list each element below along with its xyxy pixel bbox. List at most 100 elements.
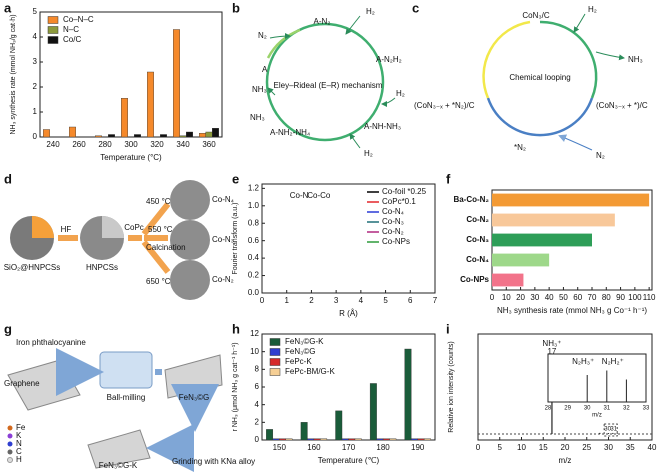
legend-dot [7, 433, 13, 439]
y-axis-label: Fourier transform (a.u.) [232, 203, 239, 275]
bar [279, 438, 286, 441]
node-label: Calcination [146, 243, 186, 252]
legend-label: FePc-K [285, 357, 312, 366]
node-label: H₂ [396, 89, 405, 98]
x-axis-label: Temperature (℃) [318, 456, 380, 465]
legend-label: Co-foil *0.25 [382, 187, 427, 196]
annotation: N₂H₃⁺ [572, 357, 594, 366]
x-tick-label: 190 [411, 443, 425, 452]
annotation: NH₃⁺ [542, 339, 561, 348]
bar [492, 193, 650, 207]
inset-tick-label: 30 [584, 406, 591, 412]
node-label: A-NH-NH₃ [364, 122, 401, 131]
node-label: Ball-milling [107, 393, 146, 402]
x-tick-label: 3 [334, 296, 339, 305]
legend-label: CoPc*0.1 [382, 197, 416, 206]
x-tick-label: 20 [561, 443, 570, 452]
x-tick-label: 0 [260, 296, 265, 305]
bar [186, 131, 193, 138]
legend-swatch [269, 338, 281, 346]
legend-label: Co-N₄ [382, 207, 404, 216]
x-tick-label: 6 [408, 296, 413, 305]
x-tick-label: 0 [476, 443, 481, 452]
bar [492, 233, 592, 247]
zoom-box [603, 423, 618, 437]
bar [212, 128, 219, 138]
arc [486, 97, 594, 137]
sphere [170, 220, 210, 260]
legend-swatch [47, 16, 59, 24]
x-tick-label: 260 [72, 140, 86, 149]
node-label: H₂ [364, 149, 373, 158]
x-tick-label: 360 [202, 140, 216, 149]
node-label: NH₃ [628, 55, 643, 64]
node-label: 550 °C [148, 225, 173, 234]
x-tick-label: 0 [490, 293, 495, 302]
panel-label: e [232, 171, 239, 186]
x-tick-label: 300 [124, 140, 138, 149]
x-tick-label: 40 [545, 293, 554, 302]
x-tick-label: 60 [573, 293, 582, 302]
x-tick-label: 150 [273, 443, 287, 452]
plot-frame [39, 11, 223, 138]
y-axis-label: NH₃ synthesis rate (mmol NH₃/g cat·h) [10, 14, 17, 134]
bar [492, 273, 524, 287]
arrow [349, 133, 361, 149]
y-tick-label: 0 [33, 132, 38, 141]
inset-tick-label: 32 [623, 406, 630, 412]
node-label: FeN₃©G-K [99, 461, 138, 470]
legend-label: FePc-BM/G-K [285, 367, 335, 376]
diagram-b: A-N₂ H₂ A-N₂H₂ N₂ A Eley–Rideal (E–R) me… [250, 7, 405, 158]
x-tick-label: 35 [626, 443, 635, 452]
x-axis-label: m/z [559, 456, 572, 465]
y-tick-label: Co-N₄ [466, 255, 489, 264]
y-tick-label: 1.0 [248, 201, 260, 210]
diagram-c: CoN₃/C H₂ NH₃ Chemical looping (CoN₃₋ₓ +… [414, 5, 648, 160]
panel-label: i [446, 321, 450, 336]
x-tick-label: 10 [517, 443, 526, 452]
y-tick-label: 1 [33, 107, 38, 116]
node-label: (CoN₃₋ₓ + *N₂)/C [414, 101, 475, 110]
inset-tick-label: 29 [564, 406, 571, 412]
panel-label: a [4, 0, 12, 15]
bar [411, 438, 418, 441]
y-tick-label: 6 [255, 382, 260, 391]
bar [354, 438, 362, 441]
bar [173, 29, 180, 138]
arrow [558, 134, 593, 151]
x-tick-label: 100 [628, 293, 642, 302]
inset-axis-label: m/z [592, 413, 602, 419]
x-tick-label: 30 [530, 293, 539, 302]
node-label: Grinding with KNa alloy [172, 457, 255, 466]
arrow [269, 33, 291, 40]
node-label: A-N₂ [314, 17, 331, 26]
x-tick-label: 7 [433, 296, 438, 305]
x-tick-label: 30 [604, 443, 613, 452]
arrow [573, 13, 586, 33]
x-tick-label: 110 [643, 293, 656, 302]
bar [108, 134, 115, 138]
inset-tick-label: 28 [545, 406, 552, 412]
legend-label: N [16, 439, 22, 448]
sphere [170, 260, 210, 300]
legend-label: K [16, 431, 22, 440]
bar [348, 438, 356, 441]
bar [369, 383, 377, 441]
y-tick-label: 5 [33, 7, 38, 16]
x-tick-label: 180 [376, 443, 390, 452]
annotation: Co-N [290, 191, 309, 200]
y-tick-label: 12 [250, 329, 259, 338]
node-label: 450 °C [146, 197, 171, 206]
bar [69, 126, 76, 138]
x-tick-label: 80 [602, 293, 611, 302]
mill-jar [99, 351, 153, 389]
legend-label: Co–N–C [63, 15, 94, 24]
y-tick-label: 1.2 [248, 183, 260, 192]
plot-frame [261, 183, 436, 294]
bar [423, 438, 431, 441]
x-tick-label: 4 [359, 296, 364, 305]
node-label: Eley–Rideal (E–R) mechanism [274, 81, 383, 90]
x-tick-label: 90 [616, 293, 625, 302]
x-tick-label: 320 [150, 140, 164, 149]
